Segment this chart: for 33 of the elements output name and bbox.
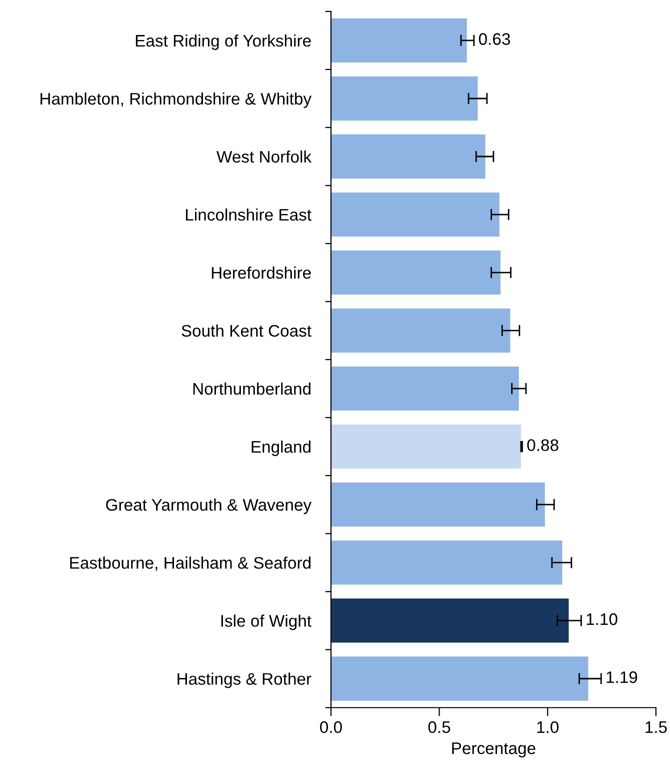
y-tick-label: Lincolnshire East bbox=[186, 208, 312, 221]
y-tick-label: Hambleton, Richmondshire & Whitby bbox=[40, 92, 312, 108]
y-tick-label: England bbox=[252, 440, 310, 456]
bar bbox=[330, 307, 512, 354]
y-tick-label: Northumberland bbox=[193, 382, 310, 395]
y-tick-label: West Norfolk bbox=[216, 150, 312, 163]
y-tick-label: Hastings & Rother bbox=[178, 672, 312, 688]
x-tick-label: 1.0 bbox=[537, 721, 559, 734]
y-tick-label: Great Yarmouth & Waveney bbox=[106, 498, 312, 514]
data-label: 1.19 bbox=[606, 671, 638, 684]
bar bbox=[330, 655, 590, 702]
bar bbox=[330, 423, 522, 470]
x-tick-label: 1.5 bbox=[646, 721, 667, 734]
x-tick-label: 0.5 bbox=[428, 721, 450, 734]
bar bbox=[330, 481, 546, 528]
bar bbox=[330, 191, 501, 238]
y-tick-label: East Riding of Yorkshire bbox=[136, 34, 311, 50]
bar bbox=[330, 17, 468, 64]
x-axis-title: Percentage bbox=[452, 742, 536, 758]
bar bbox=[330, 365, 520, 412]
bar bbox=[330, 597, 570, 644]
bar bbox=[330, 75, 479, 122]
bar bbox=[330, 133, 486, 180]
data-label: 1.10 bbox=[586, 613, 618, 626]
bar bbox=[330, 539, 564, 586]
data-label: 0.63 bbox=[478, 33, 510, 45]
y-tick-label: Herefordshire bbox=[212, 266, 311, 279]
y-tick-label: Isle of Wight bbox=[221, 614, 312, 630]
y-tick-label: South Kent Coast bbox=[182, 324, 312, 337]
data-label: 0.88 bbox=[527, 439, 558, 452]
y-tick-label: Eastbourne, Hailsham & Seaford bbox=[70, 556, 310, 571]
x-tick-label: 0.0 bbox=[320, 721, 342, 734]
bar bbox=[330, 249, 502, 296]
